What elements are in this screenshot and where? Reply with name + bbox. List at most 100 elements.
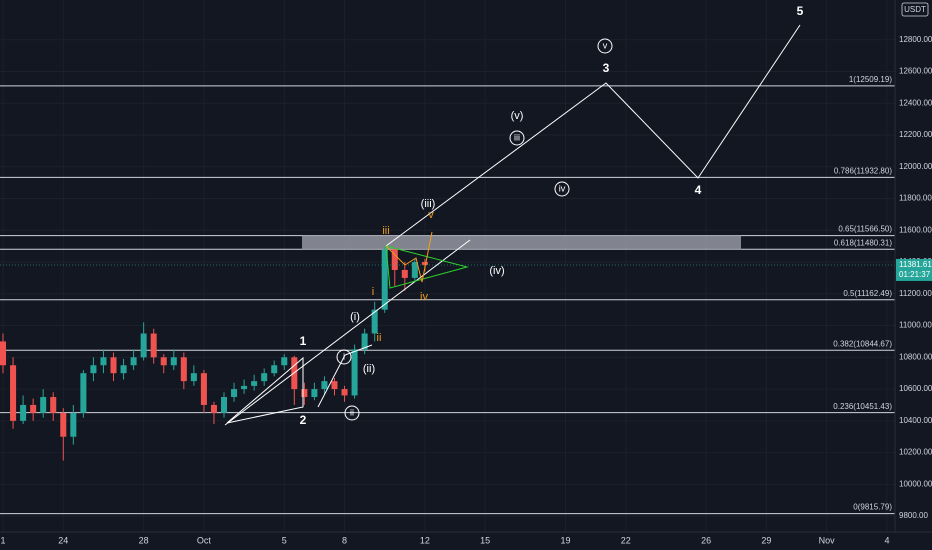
y-tick-label: 11200.00 (899, 289, 932, 298)
candle-body (421, 262, 428, 265)
circle-marker (554, 181, 570, 197)
candle-body (210, 404, 217, 413)
x-tick-label: 19 (561, 535, 571, 545)
annotations: 12345(i)(ii)(iii)(iv)(v)iiiiiiivviiiiiii… (300, 4, 804, 427)
x-tick-label: Oct (197, 535, 212, 545)
wave-label: (v) (511, 110, 524, 122)
candle-body (40, 397, 47, 413)
candle-body (60, 412, 67, 437)
candle-body (341, 389, 348, 396)
x-tick-label: 24 (58, 535, 68, 545)
y-tick-label: 12800.00 (899, 35, 932, 44)
candle-body (321, 381, 328, 390)
fib-label: 0(9815.79) (853, 503, 892, 512)
wave-label: (iii) (421, 198, 436, 210)
wave-label: 5 (797, 4, 804, 18)
candle-body (331, 381, 338, 390)
fib-label: 0.5(11162.49) (843, 289, 892, 298)
candle-body (180, 357, 187, 382)
wave-line (317, 344, 373, 408)
wave-label: i (372, 286, 374, 298)
zone (302, 235, 741, 250)
wave-label: ii (350, 407, 354, 417)
fib-label: 0.382(10844.67) (833, 339, 892, 348)
candle-body (281, 357, 288, 366)
circle-marker (344, 405, 360, 421)
candle-body (50, 397, 57, 413)
unit-box (901, 2, 929, 17)
last-price: 11381.61 (899, 260, 932, 269)
wave-label: iii (514, 132, 520, 142)
x-tick-label: 28 (139, 535, 149, 545)
countdown: 01:21:37 (899, 270, 931, 279)
candle-body (251, 381, 258, 386)
candle-body (90, 365, 97, 374)
wave-label: iv (420, 291, 428, 303)
circle-marker (509, 130, 525, 146)
x-tick-label: 5 (282, 535, 287, 545)
wave-label: 1 (300, 334, 307, 348)
y-tick-label: 10600.00 (899, 384, 932, 393)
wave-label: v (603, 40, 608, 50)
candle-body (241, 385, 248, 390)
wave-label: 4 (695, 183, 702, 197)
y-tick-label: 9800.00 (899, 511, 928, 520)
wave-label: (ii) (363, 363, 375, 375)
candle-body (10, 365, 17, 421)
candle-body (100, 357, 107, 366)
wave-label: ii (377, 332, 382, 344)
wave-label: v (428, 209, 434, 221)
circle-marker (597, 38, 613, 54)
drawings (224, 24, 801, 426)
x-tick-label: 8 (342, 535, 347, 545)
candle-body (231, 389, 238, 398)
x-tick-label: 12 (420, 535, 430, 545)
candle-body (190, 373, 197, 382)
candles (0, 246, 895, 461)
candle-body (130, 357, 137, 366)
candle-body (120, 365, 127, 374)
y-tick-label: 12600.00 (899, 67, 932, 76)
wave-label: iv (559, 183, 566, 193)
x-tick-label: 15 (480, 535, 490, 545)
fib-levels: 1(12509.19) 0.786(11932.80) 0.65(11566.50)… (0, 75, 895, 515)
candle-body (70, 412, 77, 437)
candle-body (311, 389, 318, 398)
candle-body (20, 404, 27, 421)
y-tick-label: 11600.00 (899, 225, 932, 234)
candle-body (371, 309, 378, 334)
candle-body (411, 262, 418, 278)
y-tick-label: 10000.00 (899, 479, 932, 488)
candle-body (0, 341, 7, 366)
candle-body (301, 389, 308, 398)
candle-body (140, 333, 147, 358)
y-tick-label: 12400.00 (899, 98, 932, 107)
wave-label: 2 (300, 413, 307, 427)
candle-body (401, 269, 408, 278)
candle-body (261, 373, 268, 382)
circle-marker (336, 349, 352, 365)
fib-label: 0.618(11480.31) (834, 238, 892, 247)
y-tick-label: 12200.00 (899, 130, 932, 139)
axes: 9800.00 10000.00 10200.00 10400.00 10600.00 1… (1, 35, 932, 545)
wave-label: iii (382, 225, 389, 237)
wave-label: 3 (603, 61, 610, 75)
x-tick-label: 1 (1, 535, 6, 545)
candle-body (170, 357, 177, 366)
candle-body (200, 373, 207, 405)
x-tick-label: 29 (761, 535, 771, 545)
candle-body (361, 333, 368, 350)
fib-label: 0.65(11566.50) (838, 225, 892, 234)
x-tick-label: 26 (701, 535, 711, 545)
price-badge (896, 258, 932, 281)
x-tick-label: 22 (621, 535, 631, 545)
candle-body (381, 249, 388, 310)
y-tick-label: 11800.00 (899, 194, 932, 203)
wave-label: i (343, 351, 345, 361)
projection-path (385, 24, 801, 247)
y-tick-label: 10800.00 (899, 352, 932, 361)
candle-body (220, 397, 228, 413)
y-tick-label: 12000.00 (899, 162, 932, 171)
y-tick-label: 10200.00 (899, 448, 932, 457)
